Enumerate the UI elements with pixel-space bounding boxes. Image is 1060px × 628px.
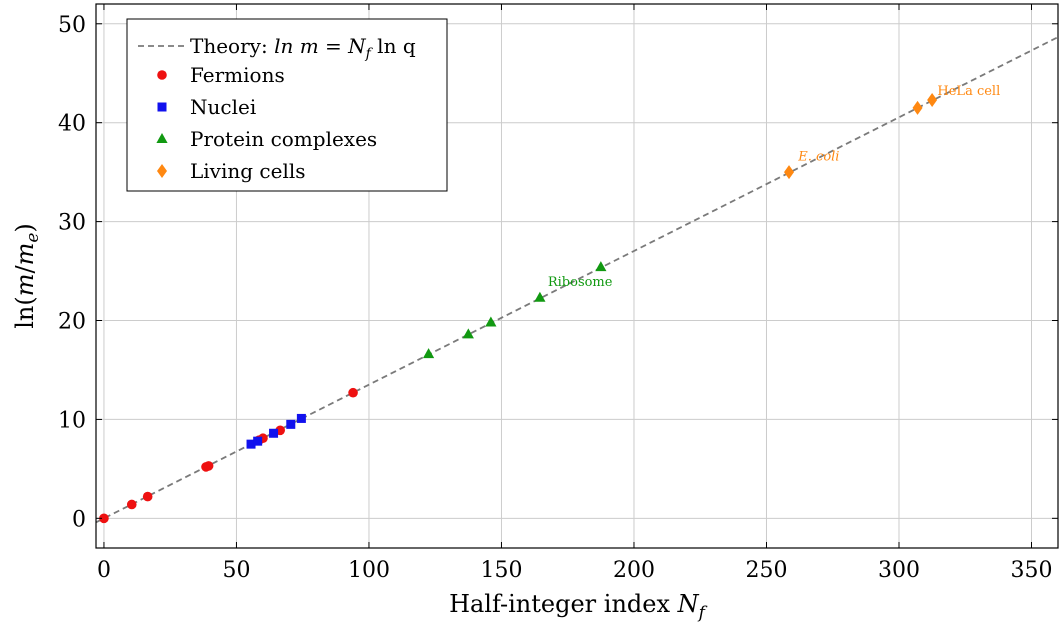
annotation-label: E. coli bbox=[797, 149, 839, 164]
fermions-point bbox=[348, 387, 358, 398]
fermions-point bbox=[126, 499, 137, 510]
nuclei-point bbox=[286, 419, 296, 429]
protein-complexes-point bbox=[534, 291, 546, 302]
nuclei-point bbox=[246, 439, 256, 449]
y-tick-label: 0 bbox=[72, 507, 86, 532]
fermions-point bbox=[203, 461, 214, 471]
nuclei-point bbox=[253, 436, 263, 446]
protein-complexes-point bbox=[485, 316, 497, 327]
living-cells-point bbox=[912, 100, 923, 115]
fermions-point bbox=[142, 491, 153, 502]
living-cells-point bbox=[927, 92, 938, 107]
y-tick-label: 30 bbox=[58, 211, 86, 236]
y-tick-label: 20 bbox=[58, 310, 86, 335]
annotations: Ribosome E. coli HeLa cell bbox=[548, 84, 1000, 290]
data-points bbox=[99, 92, 938, 524]
living-cells-point bbox=[784, 165, 795, 180]
x-tick-label: 250 bbox=[745, 558, 787, 583]
legend-nuclei-marker bbox=[157, 102, 167, 112]
x-tick-label: 150 bbox=[480, 558, 522, 583]
nuclei-point bbox=[296, 413, 306, 423]
y-tick-label: 50 bbox=[58, 13, 86, 38]
protein-complexes-point bbox=[422, 348, 435, 359]
legend-series: Fermions Nuclei Protein complexes Living ce… bbox=[156, 63, 377, 183]
annotation-label: HeLa cell bbox=[937, 84, 1000, 99]
x-tick-label: 350 bbox=[1010, 558, 1052, 583]
protein-complexes-point bbox=[462, 328, 474, 339]
annotation-label: Ribosome bbox=[548, 275, 613, 290]
legend-fermions-marker bbox=[157, 70, 167, 80]
x-tick-labels: 0 50 100 150 200 250 300 350 bbox=[97, 558, 1053, 583]
nuclei-point bbox=[269, 428, 279, 438]
grid bbox=[96, 4, 1058, 548]
y-axis-label: ln(m/me) bbox=[11, 223, 43, 329]
legend-nuclei-label: Nuclei bbox=[190, 95, 256, 119]
legend-box bbox=[126, 18, 448, 192]
x-tick-label: 200 bbox=[613, 558, 655, 583]
x-tick-label: 300 bbox=[878, 558, 920, 583]
x-tick-label: 50 bbox=[222, 558, 250, 583]
legend-protein-complexes-marker bbox=[156, 133, 168, 143]
fermions-point bbox=[99, 513, 109, 524]
x-tick-label: 100 bbox=[348, 558, 390, 583]
x-axis-label: Half-integer index Nf bbox=[449, 590, 708, 623]
legend-living-cells-label: Living cells bbox=[190, 159, 306, 183]
y-tick-label: 10 bbox=[58, 408, 86, 433]
legend: Theory: ln m = Nf ln q Fermions Nuclei Pro… bbox=[126, 18, 448, 192]
protein-complexes-point bbox=[595, 261, 607, 272]
legend-living-cells-marker bbox=[157, 164, 167, 178]
tick-marks bbox=[96, 4, 1058, 548]
y-tick-labels: 0 10 20 30 40 50 bbox=[58, 13, 86, 533]
x-tick-label: 0 bbox=[97, 558, 111, 583]
legend-theory-label: Theory: ln m = Nf ln q bbox=[190, 34, 416, 62]
legend-fermions-label: Fermions bbox=[190, 63, 285, 87]
y-tick-label: 40 bbox=[58, 112, 86, 137]
plot-frame bbox=[95, 3, 1059, 549]
legend-protein-complexes-label: Protein complexes bbox=[190, 127, 377, 151]
